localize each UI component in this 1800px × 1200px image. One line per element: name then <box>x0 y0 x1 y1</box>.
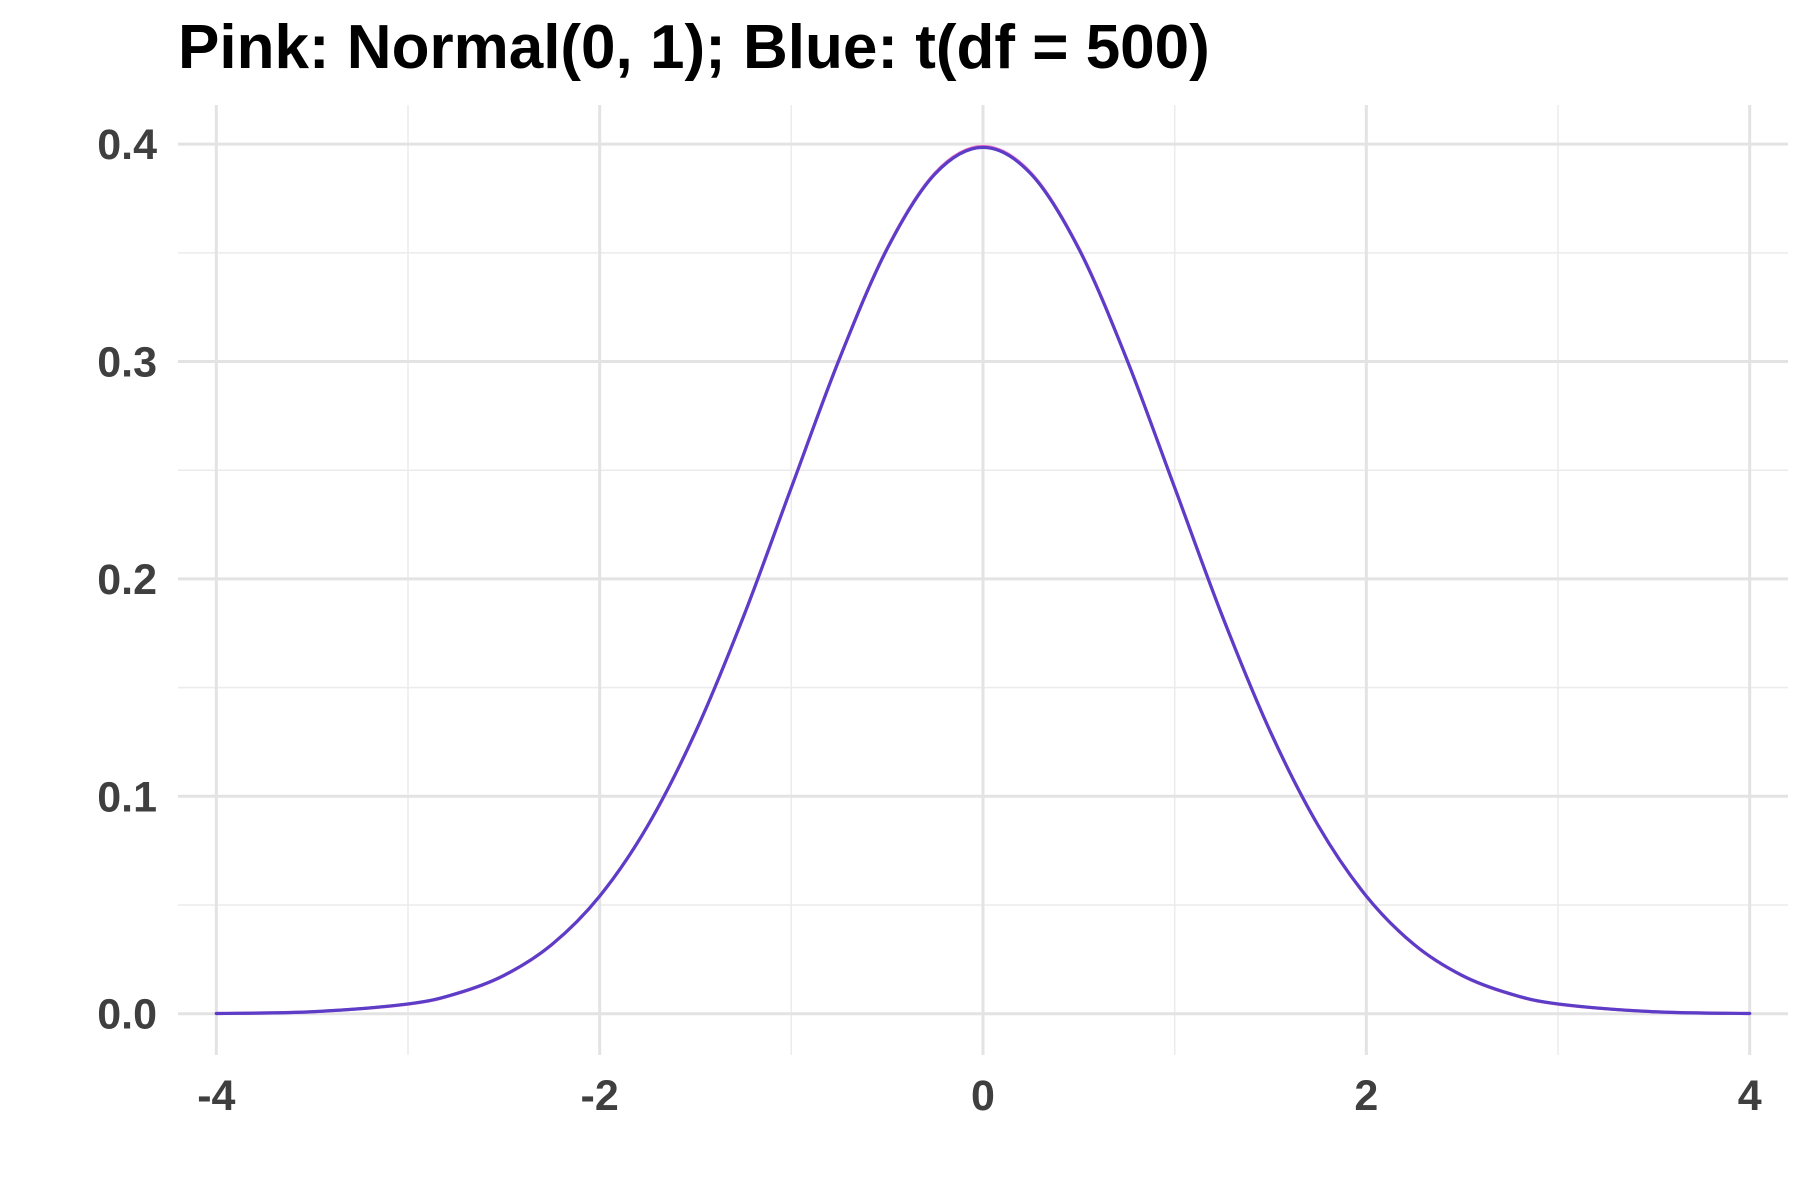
chart-title: Pink: Normal(0, 1); Blue: t(df = 500) <box>178 13 1210 82</box>
x-tick-label: 2 <box>1354 1072 1378 1120</box>
y-axis-tick-labels: 0.0 0.1 0.2 0.3 0.4 <box>97 121 157 1039</box>
x-axis-tick-labels: -4 -2 0 2 4 <box>197 1072 1761 1120</box>
y-tick-label: 0.3 <box>97 339 157 387</box>
density-line-1 <box>214 145 1752 1016</box>
y-tick-label: 0.0 <box>97 991 157 1039</box>
y-tick-label: 0.1 <box>97 773 157 821</box>
x-tick-label: 0 <box>971 1072 995 1120</box>
y-tick-label: 0.2 <box>97 556 157 604</box>
x-tick-label: 4 <box>1738 1072 1762 1120</box>
y-tick-label: 0.4 <box>97 121 157 169</box>
series-layer <box>214 144 1752 1016</box>
grid-major-lines <box>178 105 1788 1055</box>
x-tick-label: -4 <box>197 1072 235 1120</box>
x-tick-label: -2 <box>581 1072 619 1120</box>
